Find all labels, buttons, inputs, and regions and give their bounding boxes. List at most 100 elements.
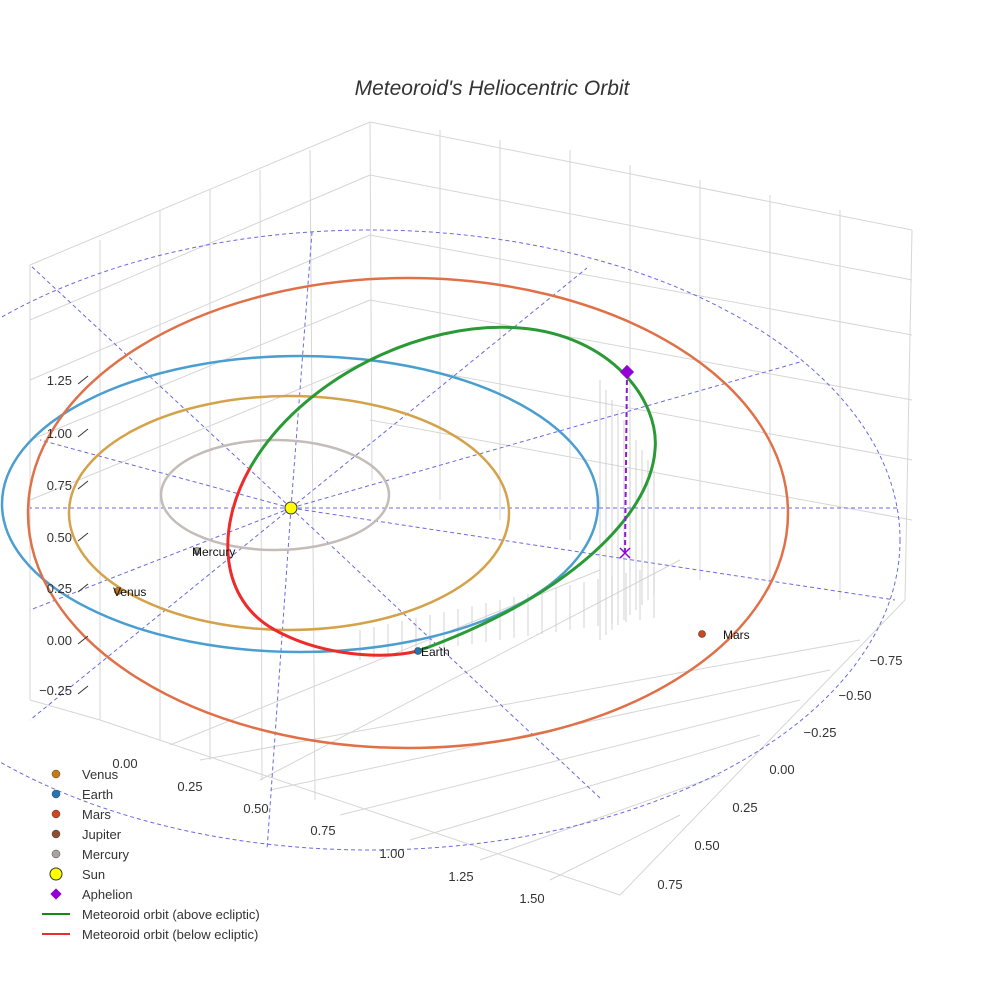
legend-item-earth[interactable]: Earth: [51, 787, 113, 802]
grid-line: [339, 699, 801, 816]
legend-symbol: [51, 789, 61, 799]
legend-symbol: [49, 867, 63, 881]
planet-marker-mars: [698, 630, 706, 638]
x-tick-label: 0.00: [112, 756, 137, 771]
y-tick-label: 0.00: [769, 762, 794, 777]
legend-symbol: [51, 849, 61, 859]
radial-line: [29, 507, 292, 611]
legend-item-mercury[interactable]: Mercury: [51, 847, 129, 862]
radial-line: [29, 264, 292, 509]
z-tick-mark: [77, 480, 89, 490]
grid-line: [369, 234, 913, 336]
planet-marker-mercury: [193, 547, 201, 555]
grid-line: [99, 719, 621, 896]
grid-line: [549, 814, 681, 881]
z-tick-mark: [77, 375, 89, 385]
planet-label-earth: Earth: [421, 645, 450, 659]
grid-line: [29, 121, 371, 266]
z-tick-label: 0.50: [47, 530, 72, 545]
x-tick-label: 1.50: [519, 891, 544, 906]
x-tick-label: 0.75: [310, 823, 335, 838]
z-tick-mark: [77, 635, 89, 645]
legend-item-jupiter[interactable]: Jupiter: [51, 827, 122, 842]
planet-marker-venus: [114, 587, 122, 595]
grid-line: [29, 359, 371, 501]
legend-label: Jupiter: [82, 827, 122, 842]
aphelion-projection-marker: [619, 547, 631, 559]
grid-line: [259, 169, 263, 781]
legend-symbol: [51, 809, 61, 819]
aphelion-marker: [619, 364, 635, 380]
legend-symbol: [51, 829, 61, 839]
planet-label-venus: Venus: [113, 585, 146, 599]
grid-line: [369, 299, 913, 401]
axis-ticks: 1.25 1.00 0.75 0.50 0.25 0.00 −0.25 0.00 0.25 0.5…: [39, 373, 902, 906]
radial-line: [266, 507, 292, 851]
legend-label: Sun: [82, 867, 105, 882]
radial-line: [29, 507, 292, 721]
ecliptic-reference-lines: [0, 229, 901, 851]
grid-line: [904, 229, 913, 601]
y-tick-label: −0.75: [870, 653, 903, 668]
x-tick-label: 0.50: [243, 801, 268, 816]
y-tick-label: 0.25: [732, 800, 757, 815]
legend-item-venus[interactable]: Venus: [51, 767, 119, 782]
legend-label: Mars: [82, 807, 111, 822]
radial-line: [290, 361, 801, 509]
grid-line: [309, 149, 316, 801]
grid-line: [619, 599, 906, 896]
grid-line: [29, 174, 371, 321]
meteoroid-orbit-below: [226, 467, 419, 657]
legend-item-mars[interactable]: Mars: [51, 807, 111, 822]
z-tick-label: −0.25: [39, 683, 72, 698]
legend-label: Mercury: [82, 847, 129, 862]
mars-orbit: [26, 276, 790, 750]
venus-orbit: [67, 394, 511, 632]
legend-item-meteoroid-orbit-below-ecliptic-[interactable]: Meteoroid orbit (below ecliptic): [42, 927, 258, 942]
radial-line: [290, 507, 896, 601]
grid-line: [409, 734, 761, 841]
y-tick-label: −0.25: [804, 725, 837, 740]
legend-label: Meteoroid orbit (above ecliptic): [82, 907, 260, 922]
planet-label-mars: Mars: [723, 628, 750, 642]
grid-line: [369, 359, 913, 461]
aphelion-drop-line: [624, 371, 628, 554]
legend-label: Venus: [82, 767, 119, 782]
grid-line: [369, 419, 913, 521]
z-tick-label: 0.75: [47, 478, 72, 493]
radial-line: [290, 231, 313, 509]
markers: Venus Mercury Earth Mars: [113, 364, 750, 659]
grid-line: [369, 121, 913, 231]
y-tick-label: 0.50: [694, 838, 719, 853]
planet-label-mercury: Mercury: [192, 545, 235, 559]
z-tick-mark: [77, 685, 89, 695]
z-tick-label: 0.25: [47, 581, 72, 596]
x-tick-label: 0.25: [177, 779, 202, 794]
grid-line: [29, 234, 371, 381]
z-tick-label: 1.25: [47, 373, 72, 388]
grid-line: [479, 774, 721, 861]
z-tick-mark: [77, 428, 89, 438]
legend-item-meteoroid-orbit-above-ecliptic-[interactable]: Meteoroid orbit (above ecliptic): [42, 907, 260, 922]
x-tick-label: 1.00: [379, 846, 404, 861]
legend-item-sun[interactable]: Sun: [49, 867, 105, 882]
legend-label: Earth: [82, 787, 113, 802]
ecliptic-circle: [0, 229, 901, 851]
z-tick-mark: [77, 583, 89, 593]
grid-line: [369, 174, 913, 281]
z-tick-label: 0.00: [47, 633, 72, 648]
legend-item-aphelion[interactable]: Aphelion: [50, 887, 133, 902]
z-tick-label: 1.00: [47, 426, 72, 441]
legend[interactable]: Venus Earth Mars Jupiter Mercury Sun Aphelion M…: [42, 767, 260, 942]
chart-title: Meteoroid's Heliocentric Orbit: [355, 77, 631, 100]
y-tick-label: −0.50: [839, 688, 872, 703]
legend-symbol: [50, 888, 62, 900]
z-tick-mark: [77, 532, 89, 542]
mercury-orbit: [159, 438, 391, 552]
radial-line: [290, 267, 588, 509]
radial-line: [39, 439, 292, 509]
legend-symbol: [51, 769, 61, 779]
y-tick-label: 0.75: [657, 877, 682, 892]
